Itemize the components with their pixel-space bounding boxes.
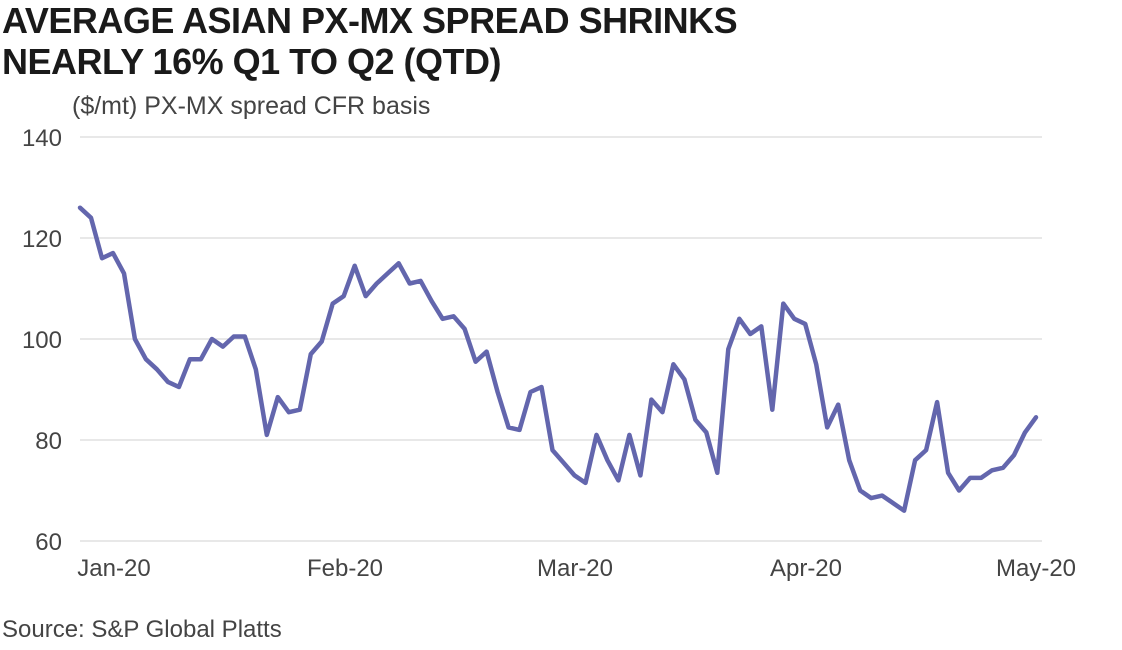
source-note: Source: S&P Global Platts: [2, 616, 282, 643]
y-tick-labels: 60 80 100 120 140: [22, 125, 62, 556]
x-tick-labels: Jan-20 Feb-20 Mar-20 Apr-20 May-20: [77, 555, 1076, 582]
y-tick-label: 120: [22, 226, 62, 253]
x-tick-label: Apr-20: [770, 555, 842, 582]
y-tick-label: 140: [22, 125, 62, 152]
x-tick-label: Mar-20: [537, 555, 613, 582]
y-tick-label: 100: [22, 327, 62, 354]
y-tick-label: 80: [35, 428, 62, 455]
x-tick-label: Jan-20: [77, 555, 150, 582]
y-tick-label: 60: [35, 529, 62, 556]
y-gridlines: [80, 136, 1042, 542]
x-tick-label: Feb-20: [307, 555, 383, 582]
chart-title-line-2: NEARLY 16% Q1 TO Q2 (QTD): [2, 41, 501, 82]
series-line: [77, 205, 1039, 513]
chart-title-line-1: AVERAGE ASIAN PX-MX SPREAD SHRINKS: [2, 0, 738, 41]
chart-title: AVERAGE ASIAN PX-MX SPREAD SHRINKS NEARL…: [2, 0, 1102, 82]
x-tick-label: May-20: [996, 555, 1076, 582]
y-axis-label: ($/mt) PX-MX spread CFR basis: [72, 92, 431, 120]
